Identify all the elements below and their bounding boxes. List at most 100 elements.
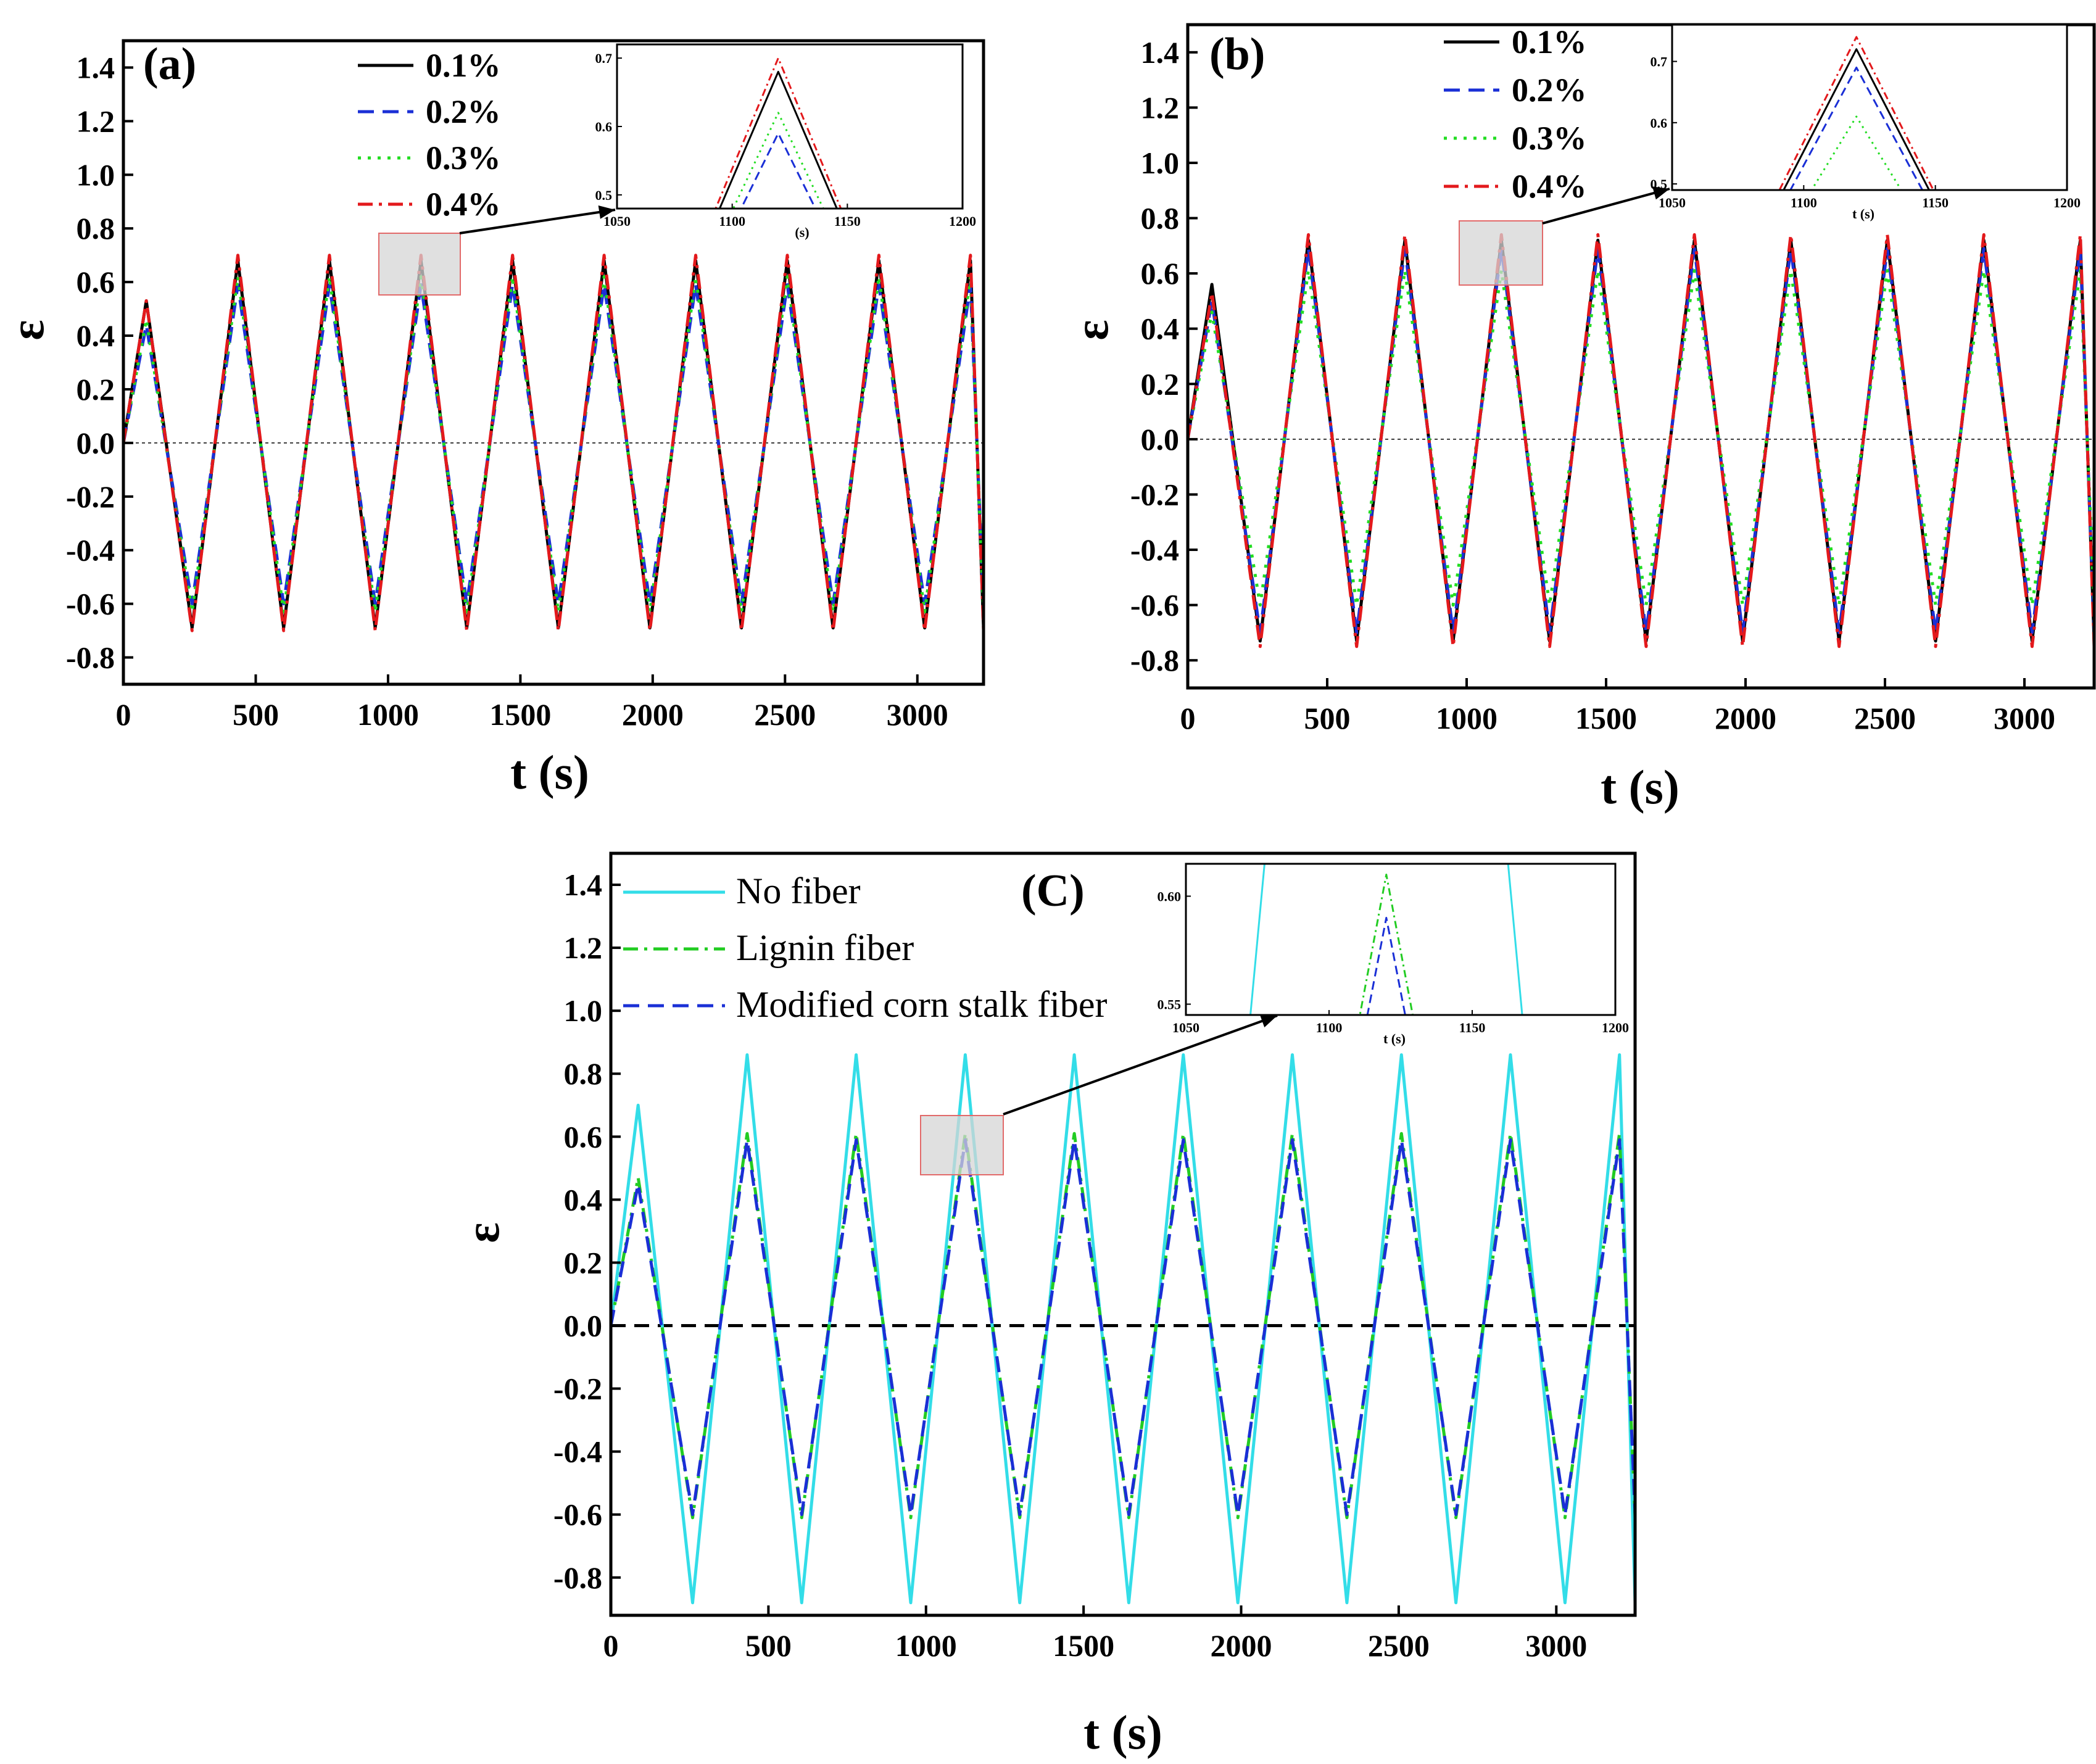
y-tick-label: 1.2: [564, 930, 603, 965]
series-line-4: [1188, 233, 2094, 648]
y-tick-label: 0.2: [1141, 366, 1180, 401]
inset-x-tick-label: 1100: [1791, 195, 1817, 210]
inset-y-tick-label: 0.7: [595, 51, 613, 66]
inset-series-line-1: [1249, 864, 1265, 1015]
x-tick-label: 0: [116, 697, 131, 732]
inset-series-line-1: [1507, 864, 1523, 1015]
inset-x-axis-title: t (s): [1383, 1031, 1406, 1046]
y-tick-label: -0.4: [66, 533, 115, 568]
y-tick-label: 0.4: [564, 1182, 603, 1217]
x-tick-label: 1000: [357, 697, 419, 732]
series-group: [611, 1053, 1635, 1605]
y-tick-label: -0.4: [1130, 532, 1179, 567]
y-tick-label: 0.0: [77, 426, 115, 460]
y-tick-label: 1.4: [564, 868, 603, 902]
legend-label: Modified corn stalk fiber: [736, 984, 1108, 1025]
x-tick-label: 2500: [1368, 1628, 1430, 1663]
zoom-arrow-line: [1003, 1014, 1278, 1116]
y-tick-label: -0.2: [66, 479, 115, 514]
inset-y-tick-label: 0.60: [1158, 889, 1182, 905]
legend-label: 0.1%: [1512, 23, 1587, 60]
inset-x-axis-title: (s): [795, 225, 809, 240]
inset-series-line-1: [1783, 48, 1931, 190]
y-tick-label: -0.6: [1130, 588, 1179, 623]
plot-frame: [1186, 23, 2096, 690]
x-axis-title: t (s): [1083, 1705, 1162, 1759]
y-tick-label: 1.0: [564, 993, 603, 1028]
y-tick-label: -0.2: [1130, 477, 1179, 511]
inset-y-tick-label: 0.7: [1651, 54, 1668, 70]
zoom-arrow-head: [1259, 1014, 1277, 1028]
legend-label: Lignin fiber: [736, 927, 914, 968]
panel-label: (a): [143, 39, 196, 89]
y-axis-title: ε: [1064, 320, 1118, 340]
plot-frame: [122, 39, 985, 686]
series-group: [1188, 233, 2094, 648]
x-tick-label: 2500: [1854, 701, 1916, 735]
series-line-2: [611, 1132, 1635, 1520]
x-tick-label: 2000: [1211, 1628, 1272, 1663]
inset-x-tick-label: 1200: [2053, 195, 2081, 210]
x-tick-label: 1500: [1575, 701, 1637, 735]
y-tick-label: 1.4: [77, 50, 115, 85]
x-tick-label: 1500: [489, 697, 551, 732]
inset-background: [1672, 25, 2067, 190]
inset-x-axis-title: t (s): [1852, 206, 1874, 222]
inset-series-line-4: [1778, 36, 1935, 190]
panel-label: (C): [1021, 866, 1085, 916]
inset-y-tick-label: 0.6: [1651, 115, 1668, 131]
x-tick-label: 500: [745, 1628, 792, 1663]
zoom-region-box: [920, 1115, 1004, 1175]
x-tick-label: 1000: [1436, 701, 1497, 735]
x-tick-label: 3000: [1994, 701, 2055, 735]
y-tick-label: -0.6: [66, 587, 115, 621]
panel-2: -0.8 -0.6 -0.4 -0.2 0.0 0.2 0.4 0.6 0.8 1.0 1.2 1.4…: [455, 851, 1637, 1759]
series-group: [123, 254, 984, 632]
zoom-arrow-line: [459, 209, 616, 234]
x-tick-label: 1500: [1053, 1628, 1114, 1663]
inset-y-tick-label: 0.5: [1651, 176, 1668, 192]
legend-label: 0.2%: [426, 93, 501, 130]
legend-label: 0.3%: [426, 139, 501, 176]
y-tick-label: 0.8: [564, 1056, 603, 1091]
x-tick-label: 3000: [887, 697, 948, 732]
inset-x-tick-label: 1200: [949, 213, 976, 229]
inset-series-group: [715, 57, 842, 209]
zoom-arrow-head: [1652, 186, 1670, 200]
series-line-1: [611, 1053, 1635, 1605]
inset-x-tick-label: 1100: [719, 213, 745, 229]
inset-y-tick-label: 0.55: [1158, 997, 1182, 1012]
series-line-3: [1188, 269, 2094, 607]
legend-label: 0.2%: [1512, 72, 1587, 109]
inset-y-tick-label: 0.6: [595, 119, 613, 135]
y-tick-label: -0.4: [553, 1435, 602, 1469]
legend-label: 0.4%: [1512, 168, 1587, 205]
y-tick-label: 0.2: [77, 372, 115, 407]
x-tick-label: 2000: [1715, 701, 1776, 735]
inset-series-line-1: [718, 70, 838, 209]
inset-series-line-2: [1789, 67, 1924, 190]
inset: 1050 1100 1150 1200 0.5 0.6 0.7 (s): [595, 43, 976, 240]
zoom-arrow-line: [1542, 188, 1670, 225]
inset-x-tick-label: 1150: [1459, 1020, 1486, 1035]
inset: 1050 1100 1150 1200 0.55 0.60 t (s): [1158, 863, 1629, 1046]
inset-series-line-3: [1366, 917, 1406, 1015]
inset-series-group: [1249, 864, 1523, 1015]
panel-1: -0.8 -0.6 -0.4 -0.2 0.0 0.2 0.4 0.6 0.8 1.0 1.2 1.4…: [1064, 23, 2096, 814]
y-tick-label: 1.2: [1141, 90, 1180, 125]
inset-series-line-3: [732, 112, 824, 209]
inset-x-tick-label: 1050: [603, 213, 631, 229]
y-axis-title: ε: [0, 320, 54, 340]
x-axis-title: t (s): [510, 745, 589, 799]
inset-x-tick-label: 1050: [1659, 195, 1686, 210]
x-tick-label: 500: [233, 697, 279, 732]
y-tick-label: 0.6: [564, 1119, 603, 1154]
panel-0: -0.8 -0.6 -0.4 -0.2 0.0 0.2 0.4 0.6 0.8 1.0 1.2 1.4…: [0, 39, 985, 799]
x-tick-label: 0: [603, 1628, 619, 1663]
y-tick-label: 0.4: [77, 318, 115, 353]
inset-series-line-3: [1810, 115, 1903, 190]
panel-label: (b): [1209, 29, 1265, 80]
y-tick-label: 0.6: [77, 265, 115, 299]
inset-x-tick-label: 1150: [1922, 195, 1949, 210]
